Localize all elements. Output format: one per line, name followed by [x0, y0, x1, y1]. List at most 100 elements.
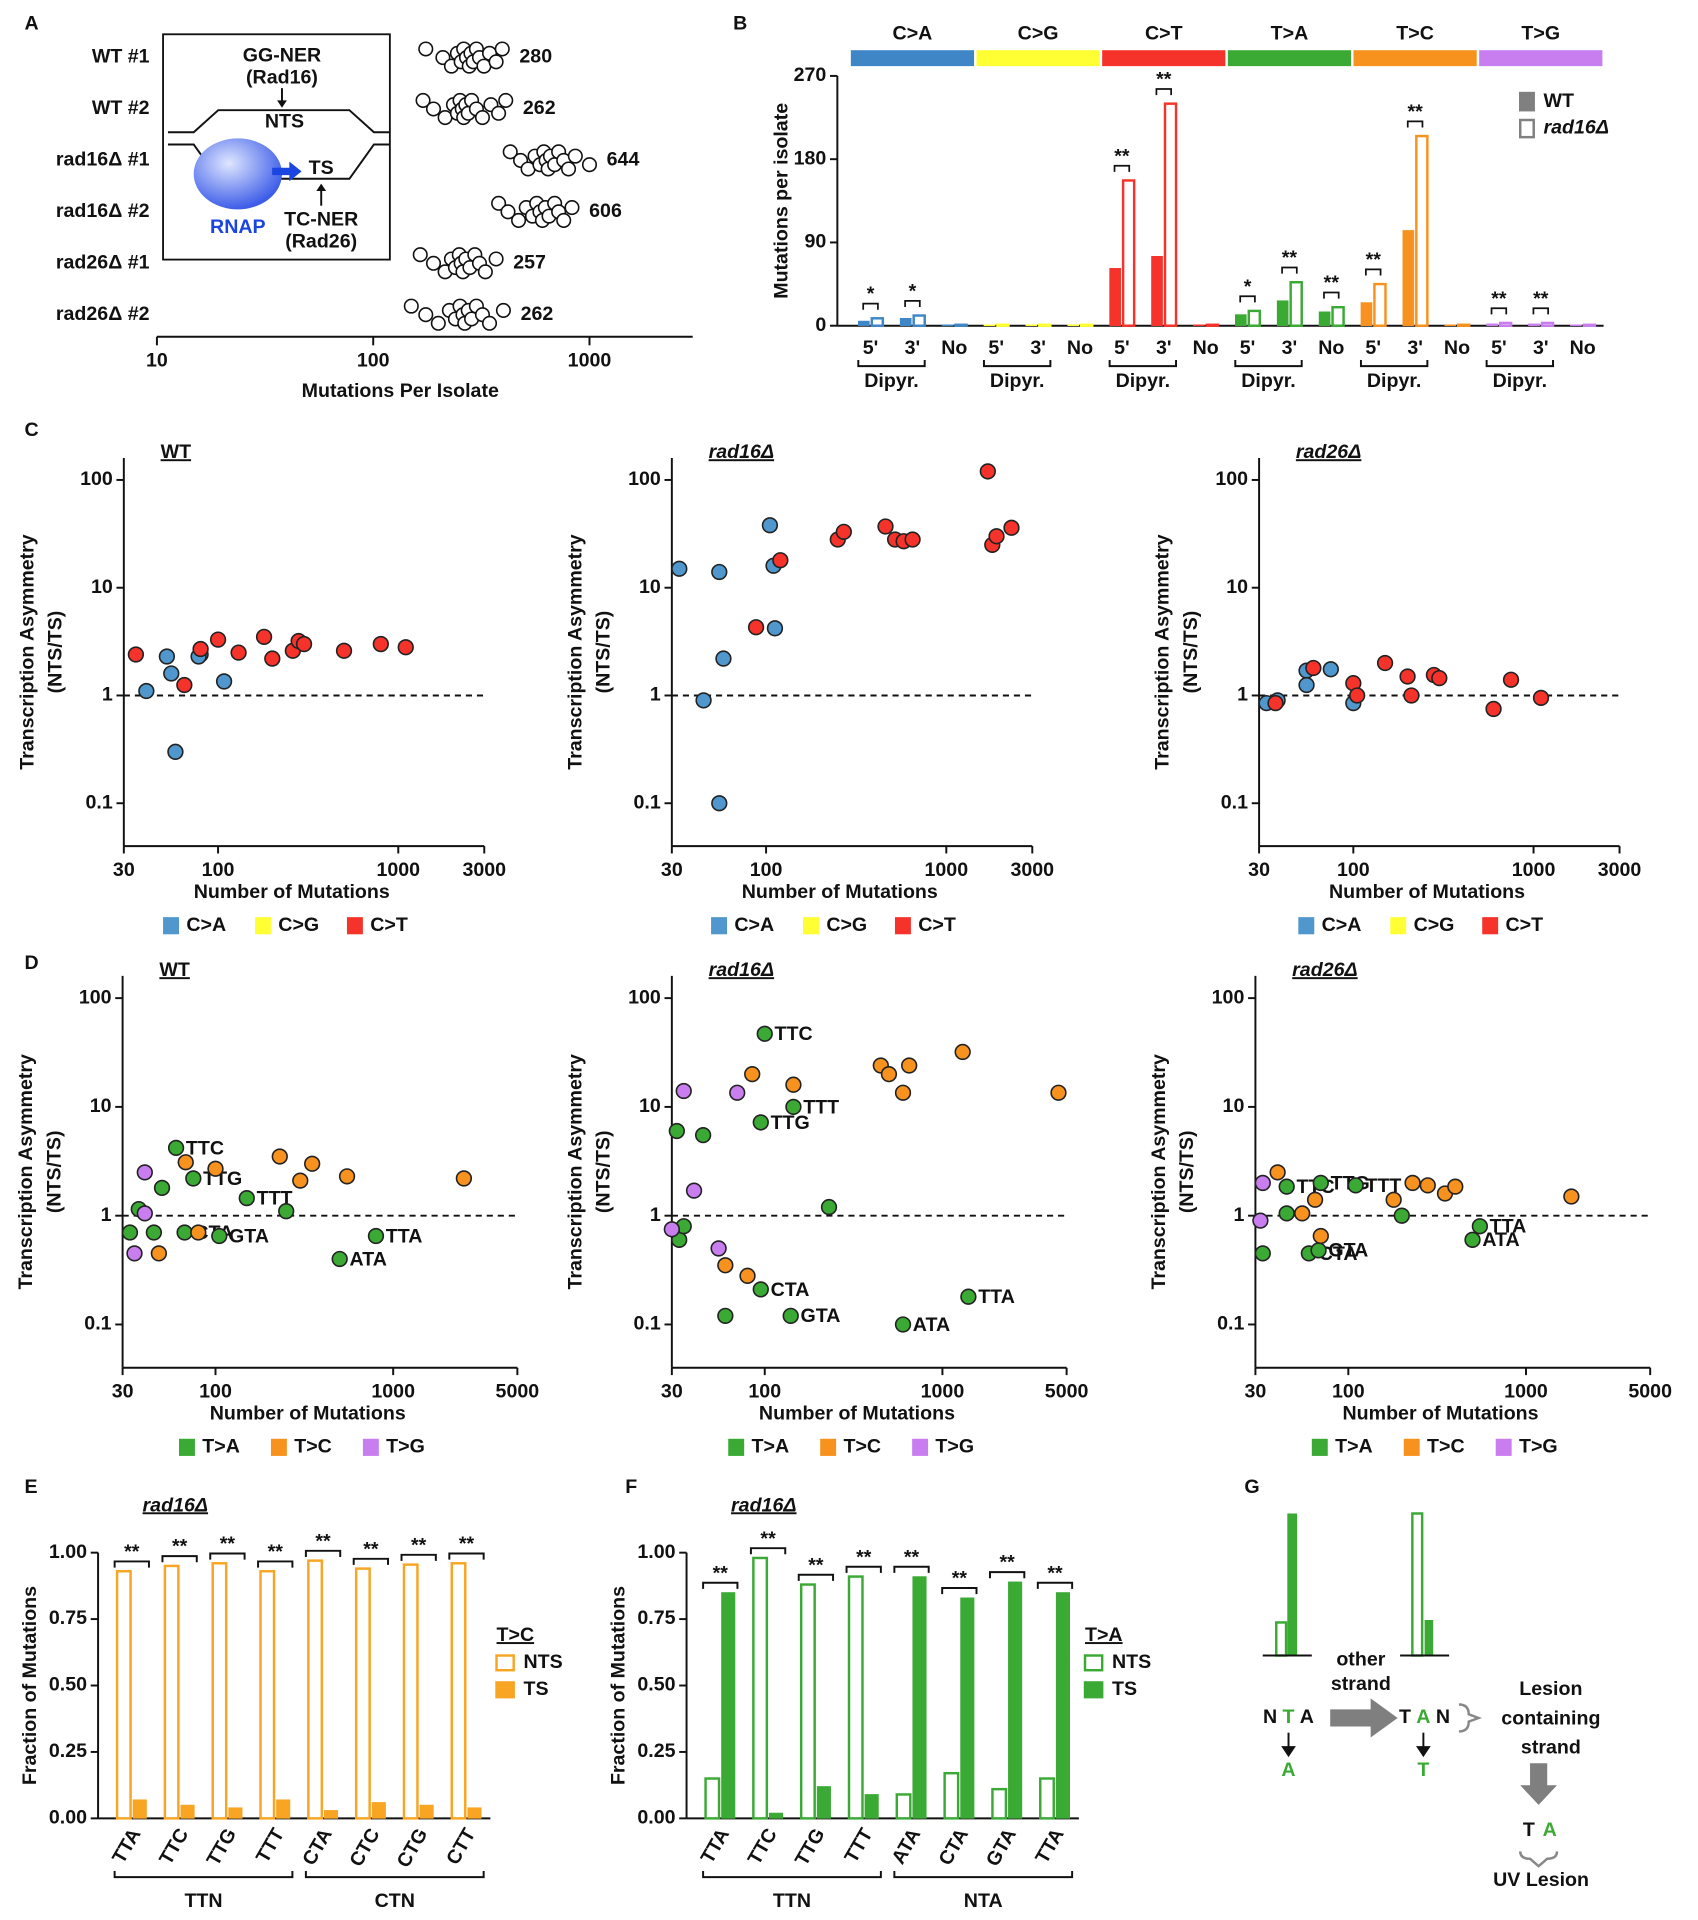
row-label: rad26Δ #1 — [56, 251, 150, 273]
point — [668, 1122, 685, 1140]
bracket — [1485, 360, 1555, 368]
x-tick-label: 3' — [1533, 337, 1549, 359]
x-tick-label: 3000 — [462, 859, 506, 881]
x-tick-label: No — [1067, 337, 1093, 359]
y-tick-label: 1.00 — [637, 1541, 675, 1563]
x-tick-label: 5000 — [1628, 1380, 1672, 1402]
significance-label: ** — [808, 1554, 824, 1576]
y-axis-label: (NTS/TS) — [1180, 611, 1202, 694]
significance-label: ** — [713, 1562, 729, 1584]
isolate-dot — [502, 144, 518, 160]
x-tick-label: CTG — [393, 1825, 433, 1872]
legend-swatch — [178, 1438, 195, 1456]
x-tick-label: TTG — [791, 1825, 830, 1870]
legend-label: C>A — [1322, 914, 1362, 936]
legend-swatch — [346, 917, 363, 935]
point — [1306, 1191, 1324, 1208]
point — [1254, 1174, 1271, 1192]
point-label: ATA — [350, 1248, 387, 1270]
bar — [1205, 323, 1220, 327]
legend-swatch — [255, 917, 271, 935]
y-tick-label: 0.75 — [637, 1607, 675, 1629]
legend-label: WT — [1544, 90, 1575, 112]
group-bracket — [113, 1871, 294, 1879]
point-label: TTA — [386, 1225, 423, 1247]
point-label: TTT — [1365, 1175, 1401, 1197]
point — [1419, 1177, 1436, 1194]
group-bracket — [304, 1871, 485, 1879]
point — [1252, 1212, 1269, 1229]
point — [752, 1281, 769, 1298]
x-tick-label: 3' — [1030, 337, 1046, 359]
point — [230, 644, 247, 661]
point — [177, 1154, 194, 1171]
bar — [1456, 323, 1471, 327]
x-tick-label: 30 — [661, 1380, 683, 1402]
point — [695, 692, 712, 709]
bracket-label: Dipyr. — [1241, 370, 1295, 392]
point — [367, 1227, 385, 1245]
y-tick-label: 1 — [650, 1204, 661, 1226]
isolate-dot — [560, 161, 577, 177]
x-tick-label: GTA — [982, 1825, 1021, 1871]
codon-letter: T — [1283, 1706, 1295, 1728]
diagram-text: strand — [1521, 1737, 1581, 1759]
legend-swatch — [1390, 917, 1407, 935]
point — [1312, 1174, 1329, 1192]
significance-label: * — [867, 283, 875, 305]
legend-label: C>T — [918, 914, 956, 936]
significance-label: ** — [1114, 145, 1130, 167]
point-label: GTA — [1328, 1240, 1368, 1262]
point-label: GTA — [801, 1305, 841, 1327]
chart-title: WT — [159, 959, 190, 981]
row-count: 606 — [589, 200, 622, 222]
point — [835, 523, 852, 540]
significance-bracket — [1155, 88, 1172, 96]
bar — [450, 1562, 467, 1820]
legend-swatch — [495, 1654, 515, 1672]
bracket — [1234, 360, 1303, 368]
diagram-g: G other strand N T A A T A N T Lesion co… — [1244, 1476, 1600, 1891]
significance-label: ** — [1366, 249, 1382, 271]
point — [145, 1224, 163, 1241]
row-count: 257 — [513, 251, 546, 273]
significance-bracket — [352, 1557, 390, 1565]
group-label: TTN — [773, 1890, 811, 1912]
codon-letter: T — [1399, 1706, 1411, 1728]
point — [675, 1082, 692, 1100]
x-tick-label: 3000 — [1598, 859, 1642, 881]
legend-swatch — [1482, 917, 1499, 935]
codon-letter: A — [1300, 1706, 1314, 1728]
bracket — [1359, 360, 1429, 368]
bar — [163, 1564, 180, 1820]
x-tick-label: 30 — [113, 859, 135, 881]
point — [1376, 654, 1394, 672]
y-tick-label: 10 — [90, 1095, 112, 1117]
significance-label: ** — [1047, 1562, 1063, 1584]
bar — [1540, 321, 1555, 327]
point — [1305, 659, 1322, 677]
significance-bracket — [1532, 307, 1549, 315]
isolate-dot — [403, 298, 419, 314]
point — [1294, 1205, 1311, 1222]
bar — [228, 1807, 243, 1819]
bar — [991, 1787, 1008, 1820]
y-tick-label: 100 — [79, 986, 112, 1008]
point — [979, 463, 996, 480]
x-tick-label: 1000 — [1512, 859, 1556, 881]
point — [820, 1198, 838, 1216]
bar — [943, 1771, 960, 1820]
bar — [1318, 311, 1331, 327]
point — [211, 1227, 228, 1245]
bar — [983, 324, 996, 327]
x-axis-label: Number of Mutations — [742, 881, 938, 903]
bar — [307, 1559, 324, 1820]
point — [717, 1307, 734, 1324]
inset-frame — [162, 33, 391, 261]
inset-text: GG-NER — [243, 45, 321, 67]
bar — [1582, 323, 1597, 327]
row-label: rad26Δ #2 — [56, 303, 150, 325]
point — [1050, 1084, 1067, 1101]
x-tick-label: 30 — [1245, 1380, 1267, 1402]
significance-bracket — [1364, 268, 1382, 276]
